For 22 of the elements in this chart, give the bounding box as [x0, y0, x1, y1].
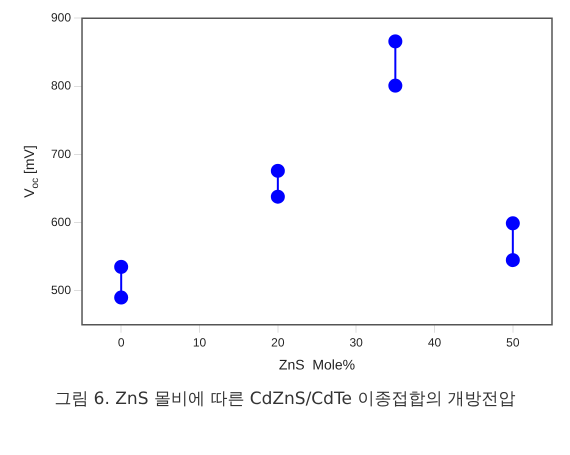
caption: 그림 6. ZnS 몰비에 따른 CdZnS/CdTe 이종접합의 개방전압: [53, 388, 517, 410]
y-tick-label: 600: [50, 214, 72, 229]
y-tick-label: 800: [50, 78, 72, 93]
point: [388, 78, 402, 93]
x-tick-label: 20: [271, 335, 285, 350]
y-tick-label: 900: [50, 10, 72, 25]
x-axis-title: ZnS Mole%: [278, 356, 356, 372]
y-axis-title: Voc [mV]: [20, 145, 41, 198]
y-tick-label: 700: [50, 146, 72, 161]
point: [270, 164, 285, 178]
point: [506, 216, 520, 230]
x-tick-label: 30: [349, 335, 364, 350]
x-tick-label: 10: [192, 335, 207, 350]
point: [388, 34, 402, 48]
point: [114, 290, 128, 305]
point: [114, 260, 128, 274]
point: [270, 190, 285, 204]
point: [506, 253, 520, 268]
x-tick-label: 0: [118, 335, 125, 350]
x-tick-label: 50: [506, 335, 520, 350]
y-tick-label: 500: [50, 283, 72, 298]
x-tick-label: 40: [428, 335, 442, 350]
